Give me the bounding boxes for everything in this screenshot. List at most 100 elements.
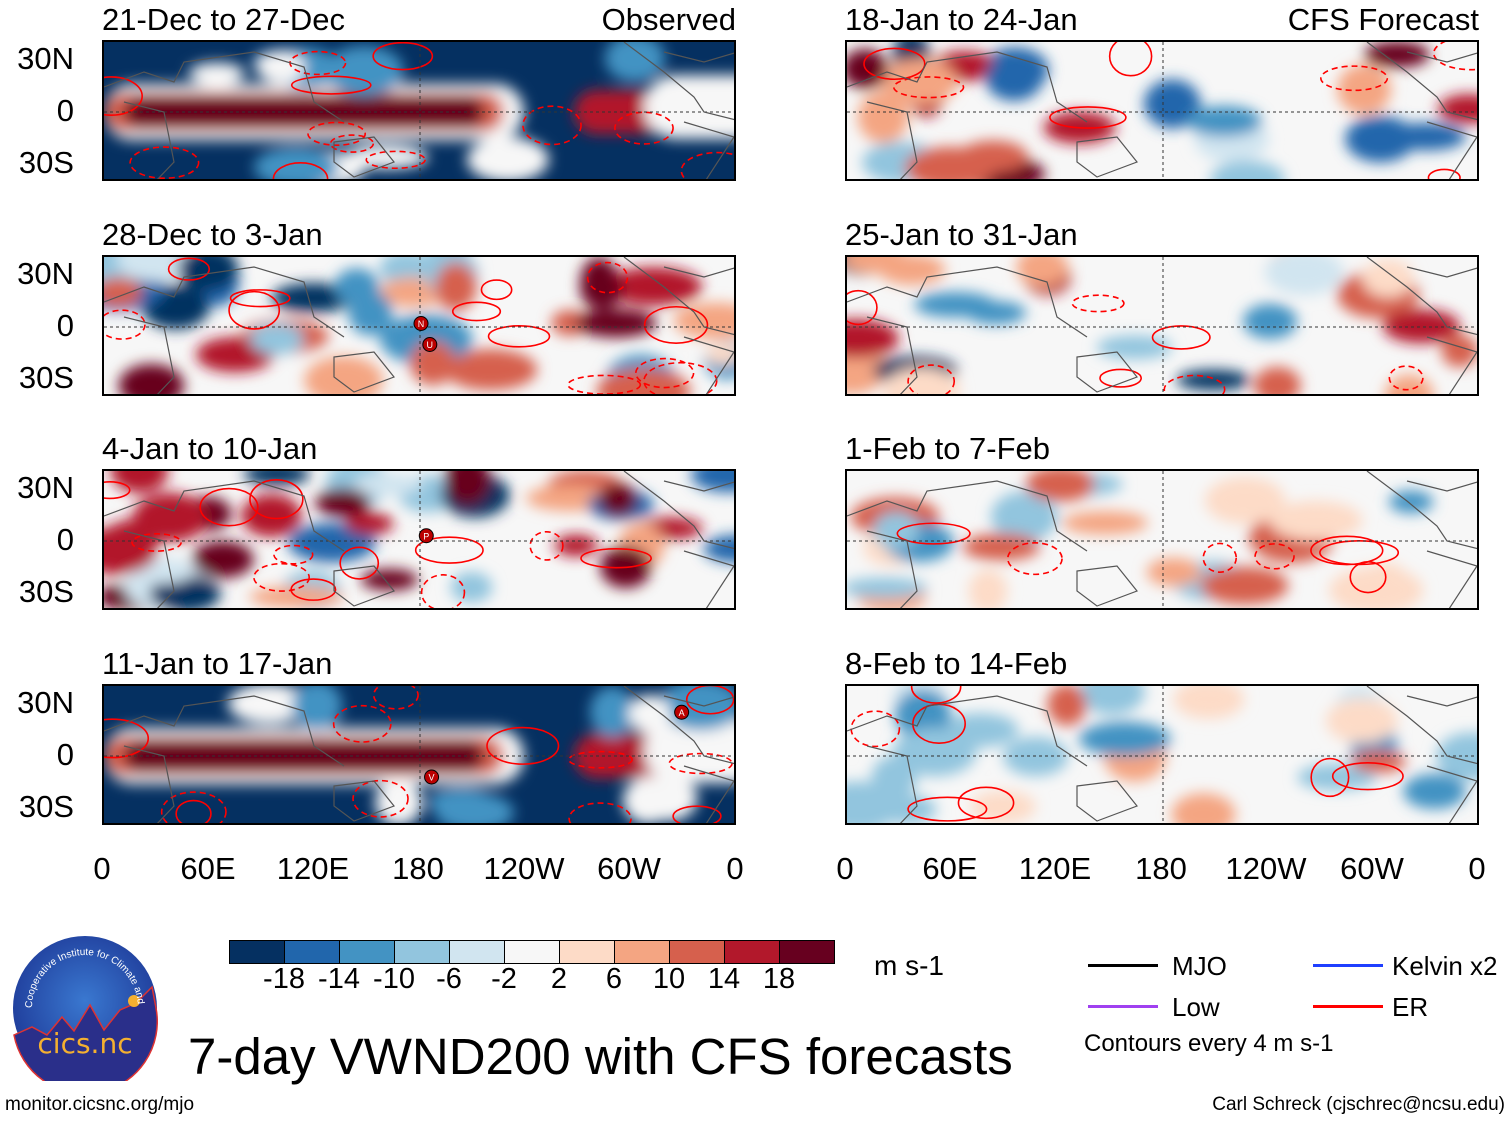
panel-title: 11-Jan to 17-Jan bbox=[102, 646, 333, 681]
field-anomaly bbox=[116, 257, 198, 282]
y-tick: 0 bbox=[56, 308, 74, 343]
er-contour bbox=[228, 290, 281, 330]
x-tick: 0 bbox=[726, 851, 744, 886]
field-anomaly bbox=[1047, 686, 1087, 726]
coastline bbox=[847, 42, 1477, 179]
footer-url[interactable]: monitor.cicsnc.org/mjo bbox=[5, 1094, 195, 1115]
er-contour bbox=[307, 121, 366, 146]
colorbar-swatch bbox=[725, 941, 780, 963]
er-contour bbox=[273, 544, 314, 565]
er-contour bbox=[1349, 561, 1387, 594]
legend-label: Kelvin x2 bbox=[1392, 951, 1498, 981]
er-contour bbox=[1151, 325, 1211, 350]
legend-label: ER bbox=[1392, 992, 1429, 1022]
er-contour bbox=[643, 305, 709, 344]
field-anomaly bbox=[1200, 566, 1289, 605]
y-tick: 30N bbox=[17, 256, 74, 291]
field-anomaly bbox=[110, 471, 169, 493]
panel-title: 1-Feb to 7-Feb bbox=[845, 431, 1051, 466]
er-contour bbox=[104, 76, 143, 116]
colorbar-tick: -10 bbox=[373, 963, 415, 995]
x-tick: 60E bbox=[180, 851, 236, 886]
er-contour bbox=[1331, 762, 1404, 791]
field-anomaly bbox=[409, 341, 456, 386]
er-contour bbox=[643, 361, 718, 394]
colorbar-swatch bbox=[560, 941, 615, 963]
er-contour bbox=[129, 146, 200, 179]
colorbar-tick: -18 bbox=[263, 963, 305, 995]
legend-label: Low bbox=[1172, 992, 1220, 1022]
x-tick: 60W bbox=[597, 851, 661, 886]
field-anomaly bbox=[444, 471, 491, 506]
field-anomaly bbox=[1337, 64, 1392, 115]
field-anomaly bbox=[334, 268, 380, 306]
er-contour bbox=[1427, 168, 1461, 179]
field-anomaly bbox=[985, 55, 1043, 101]
er-contour bbox=[907, 796, 988, 822]
y-tick: 30S bbox=[18, 574, 74, 609]
field-anomaly bbox=[639, 775, 698, 822]
er-contour bbox=[487, 325, 551, 348]
er-contour bbox=[1202, 542, 1238, 573]
field-anomaly bbox=[958, 140, 1028, 173]
y-tick: 30S bbox=[18, 789, 74, 824]
colorbar-swatch bbox=[285, 941, 340, 963]
field-anomaly bbox=[1176, 369, 1251, 391]
er-contour bbox=[372, 686, 419, 710]
colorbar-swatch bbox=[670, 941, 725, 963]
field-anomaly bbox=[705, 343, 734, 366]
field-anomaly bbox=[877, 794, 937, 823]
panel-title: 21-Dec to 27-Dec bbox=[102, 2, 345, 37]
field-anomaly bbox=[271, 283, 355, 313]
storm-marker-label: A bbox=[679, 708, 685, 718]
field-anomaly bbox=[1016, 257, 1069, 287]
field-anomaly bbox=[192, 540, 254, 578]
field-anomaly bbox=[178, 257, 239, 292]
field-anomaly bbox=[132, 492, 209, 542]
colorbar-tick: 2 bbox=[550, 963, 568, 995]
y-tick: 30N bbox=[17, 470, 74, 505]
coastline bbox=[104, 257, 734, 394]
field-anomaly bbox=[450, 352, 517, 388]
colorbar-tick: 10 bbox=[652, 963, 686, 995]
er-contour bbox=[420, 574, 466, 608]
er-contour bbox=[863, 47, 926, 81]
field-anomaly bbox=[1186, 105, 1262, 137]
field-anomaly bbox=[375, 778, 423, 823]
field-anomaly bbox=[847, 319, 899, 358]
panel-title: 25-Jan to 31-Jan bbox=[845, 217, 1078, 252]
field-anomaly bbox=[606, 266, 703, 306]
y-tick: 0 bbox=[56, 522, 74, 557]
er-contour bbox=[352, 779, 409, 818]
field-anomaly bbox=[847, 48, 889, 90]
field-anomaly bbox=[1264, 257, 1344, 296]
er-contour bbox=[1006, 542, 1063, 576]
colorbar-swatch bbox=[395, 941, 450, 963]
storm-marker bbox=[424, 769, 440, 785]
legend-swatch-kelvin bbox=[1313, 964, 1383, 967]
er-contour bbox=[1099, 368, 1143, 388]
field-anomaly bbox=[658, 686, 734, 731]
field-anomaly bbox=[1209, 160, 1285, 179]
legend-label: MJO bbox=[1172, 951, 1227, 981]
legend-swatch-mjo bbox=[1088, 964, 1158, 967]
er-contour bbox=[272, 161, 329, 179]
y-tick: 30N bbox=[17, 41, 74, 76]
field-anomaly bbox=[589, 686, 635, 738]
field-anomaly bbox=[104, 527, 158, 575]
field-anomaly bbox=[1384, 374, 1434, 394]
field-band bbox=[644, 75, 734, 139]
coastline bbox=[847, 257, 1477, 394]
field-anomaly bbox=[450, 571, 493, 603]
colorbar-swatch bbox=[340, 941, 395, 963]
colorbar-swatch bbox=[450, 941, 505, 963]
er-contour bbox=[529, 530, 564, 561]
colorbar-tick: -2 bbox=[491, 963, 517, 995]
colorbar-tick: 18 bbox=[762, 963, 796, 995]
er-contour bbox=[685, 686, 734, 715]
field-anomaly bbox=[315, 488, 371, 518]
er-contour bbox=[104, 481, 131, 500]
er-contour bbox=[329, 134, 375, 153]
field-anomaly bbox=[1387, 122, 1466, 151]
